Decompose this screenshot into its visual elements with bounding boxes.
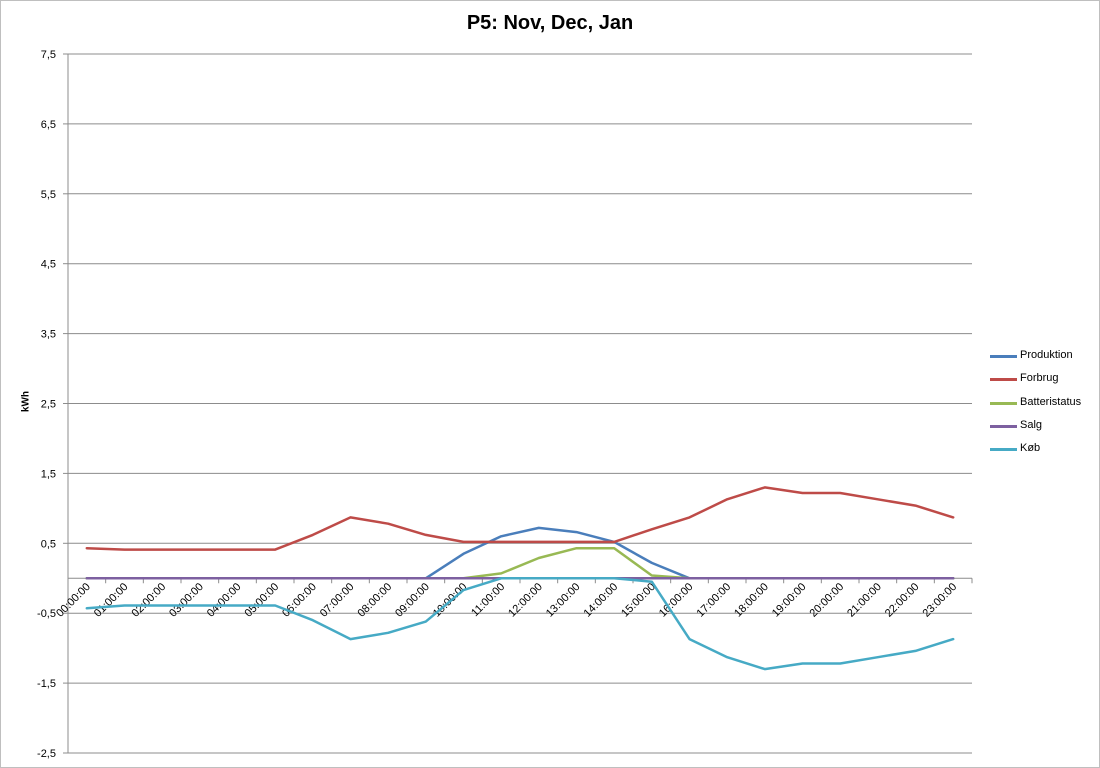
x-tick-label: 03:00:00 [167,581,206,620]
chart-legend: Produktion Forbrug Batteristatus Salg Køb [990,346,1096,462]
y-tick-label: 2,5 [41,399,56,411]
series-line-produktion [85,526,955,580]
y-tick-label: -0,5 [37,608,56,620]
legend-label: Produktion [1020,349,1073,361]
x-tick-label: 22:00:00 [883,581,922,620]
x-tick-label: 13:00:00 [544,581,583,620]
y-tick-label: 7,5 [41,49,56,61]
x-tick-label: 18:00:00 [732,581,771,620]
legend-swatch [990,378,1017,382]
legend-label: Salg [1020,418,1043,431]
y-tick-label: 4,5 [41,259,56,271]
y-tick-label: 6,5 [41,119,56,131]
y-tick-label: -1,5 [37,678,56,690]
series-line-forbrug [85,486,955,551]
x-tick-label: 01:00:00 [92,581,131,620]
x-tick-label: 19:00:00 [770,581,809,620]
legend-swatch [990,448,1017,452]
legend-label: Forbrug [1020,372,1059,385]
x-tick-label: 14:00:00 [582,581,621,620]
x-tick-label: 02:00:00 [130,581,169,620]
x-tick-label: 20:00:00 [808,581,847,620]
x-tick-label: 08:00:00 [356,581,395,620]
y-tick-label: 3,5 [41,329,56,341]
x-tick-label: 12:00:00 [506,581,545,620]
legend-swatch [990,355,1017,358]
x-tick-label: 07:00:00 [318,581,357,620]
y-tick-label: 1,5 [41,468,56,480]
series-line-batteristatus [85,546,955,580]
legend-item-produktion: Produktion [990,346,1096,369]
y-tick-label: 5,5 [41,189,56,201]
legend-swatch [990,401,1017,405]
x-tick-label: 15:00:00 [619,581,658,620]
x-tick-label: 23:00:00 [921,581,960,620]
legend-label: Køb [1020,442,1041,455]
x-tick-label: 17:00:00 [695,581,734,620]
y-tick-label: -2,5 [37,748,56,760]
x-tick-label: 00:00:00 [54,581,93,620]
x-tick-label: 21:00:00 [845,581,884,620]
series-line-k-b [85,577,955,671]
legend-item-batteristatus: Batteristatus [990,393,1096,416]
chart-title: P5: Nov, Dec, Jan [466,12,634,34]
legend-item-k-b: Køb [990,439,1096,462]
legend-item-forbrug: Forbrug [990,369,1096,392]
legend-label: Batteristatus [1020,395,1082,408]
legend-swatch [990,424,1017,428]
x-tick-label: 05:00:00 [243,581,282,620]
legend-item-salg: Salg [990,416,1096,439]
x-tick-label: 04:00:00 [205,581,244,620]
y-tick-label: 0,5 [41,538,56,550]
x-tick-label: 09:00:00 [393,581,432,620]
